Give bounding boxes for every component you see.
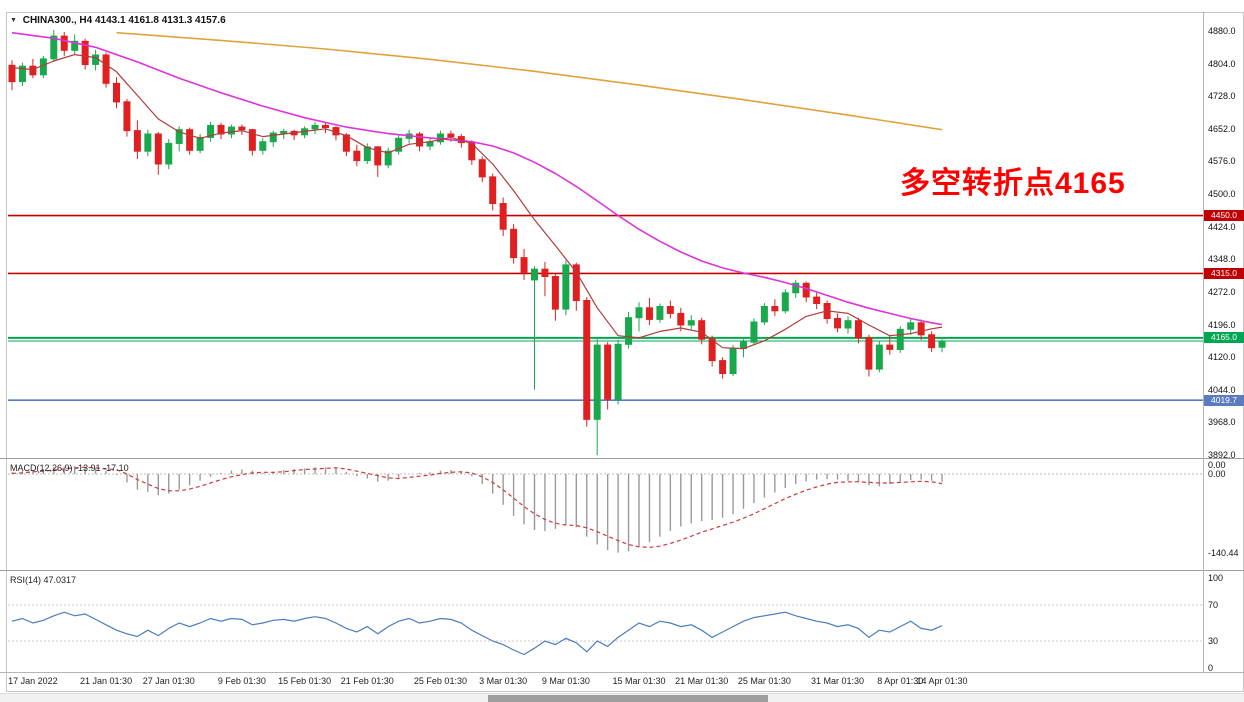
collapse-arrow-icon[interactable]: ▼ <box>10 17 17 24</box>
date-axis-label: 27 Jan 01:30 <box>142 676 195 686</box>
date-axis-label: 21 Mar 01:30 <box>675 676 729 686</box>
price-axis-label: 4044.0 <box>1208 384 1236 395</box>
candles <box>8 30 946 455</box>
price-axis-label: 4500.0 <box>1208 189 1236 200</box>
ma-fast-red <box>11 54 943 350</box>
panel-separator-rsi[interactable] <box>0 570 1244 571</box>
date-axis-label: 3 Mar 01:30 <box>479 676 528 686</box>
price-axis-label: 4804.0 <box>1208 58 1236 69</box>
price-level-tag: 4165.0 <box>1204 332 1244 344</box>
price-axis-label: 4348.0 <box>1208 254 1236 265</box>
price-scale-border <box>1203 12 1204 672</box>
ohlc-values: 4143.1 4161.8 4131.3 4157.6 <box>94 15 226 26</box>
date-axis-label: 8 Apr 01:30 <box>877 676 924 686</box>
date-axis-label: 14 Apr 01:30 <box>916 676 968 686</box>
macd-axis-label: 0.00 <box>1208 460 1226 471</box>
price-level-tag: 4019.7 <box>1204 394 1244 406</box>
date-axis-label: 21 Feb 01:30 <box>340 676 394 686</box>
macd-histogram <box>11 466 943 553</box>
price-axis-label: 4120.0 <box>1208 352 1236 363</box>
date-axis-label: 15 Mar 01:30 <box>612 676 666 686</box>
date-axis-label: 25 Feb 01:30 <box>413 676 467 686</box>
macd-indicator-label: MACD(12,26,9) -13.91 -17.10 <box>10 463 129 473</box>
rsi-axis-label: 70 <box>1208 600 1219 610</box>
date-axis-label: 17 Jan 2022 <box>8 676 58 686</box>
price-axis-label: 4272.0 <box>1208 286 1236 297</box>
rsi-line <box>11 611 943 656</box>
price-axis-label: 4424.0 <box>1208 221 1236 232</box>
macd-signal-line <box>11 466 943 549</box>
chart-title: ▼ CHINA300., H4 4143.1 4161.8 4131.3 415… <box>10 15 226 26</box>
scrollbar-thumb[interactable] <box>488 695 768 702</box>
date-axis-label: 9 Feb 01:30 <box>217 676 266 686</box>
price-level-tag: 4315.0 <box>1204 267 1244 279</box>
price-axis-label: 4880.0 <box>1208 26 1236 36</box>
date-axis-label: 25 Mar 01:30 <box>737 676 791 686</box>
symbol-timeframe-label: CHINA300., H4 <box>22 15 93 26</box>
date-axis-label: 15 Feb 01:30 <box>278 676 332 686</box>
price-axis-label: 4196.0 <box>1208 319 1236 330</box>
price-axis-label: 4728.0 <box>1208 91 1236 102</box>
date-axis-label: 9 Mar 01:30 <box>541 676 590 686</box>
macd-axis-label: -140.44 <box>1208 547 1239 558</box>
price-axis-label: 4652.0 <box>1208 123 1236 134</box>
date-axis-label: 31 Mar 01:30 <box>811 676 865 686</box>
date-axis-label: 21 Jan 01:30 <box>80 676 133 686</box>
price-axis-label: 4576.0 <box>1208 156 1236 167</box>
ma-mid-magenta <box>11 31 943 326</box>
price-level-tag: 4450.0 <box>1204 210 1244 222</box>
price-scale-column: 4880.0 4804.0 4728.0 4652.0 4576.0 4500.0 4424… <box>1204 0 1244 702</box>
macd-axis-label: 0.00 <box>1208 469 1226 479</box>
price-axis-label: 3968.0 <box>1208 417 1236 428</box>
date-axis-separator <box>0 672 1244 673</box>
rsi-indicator-label: RSI(14) 47.0317 <box>10 575 77 585</box>
rsi-axis-label: 0 <box>1208 663 1214 673</box>
rsi-axis-label: 100 <box>1208 573 1224 583</box>
rsi-axis-label: 30 <box>1208 636 1219 646</box>
price-axis-label: 3892.0 <box>1208 450 1236 460</box>
ma-slow-orange <box>116 31 943 131</box>
date-axis: 17 Jan 2022 21 Jan 01:30 27 Jan 01:30 9 Feb… <box>0 676 1203 690</box>
annotation-text[interactable]: 多空转折点4165 <box>900 167 1126 200</box>
horizontal-scrollbar[interactable] <box>0 693 1244 702</box>
panel-separator-macd[interactable] <box>0 458 1244 459</box>
